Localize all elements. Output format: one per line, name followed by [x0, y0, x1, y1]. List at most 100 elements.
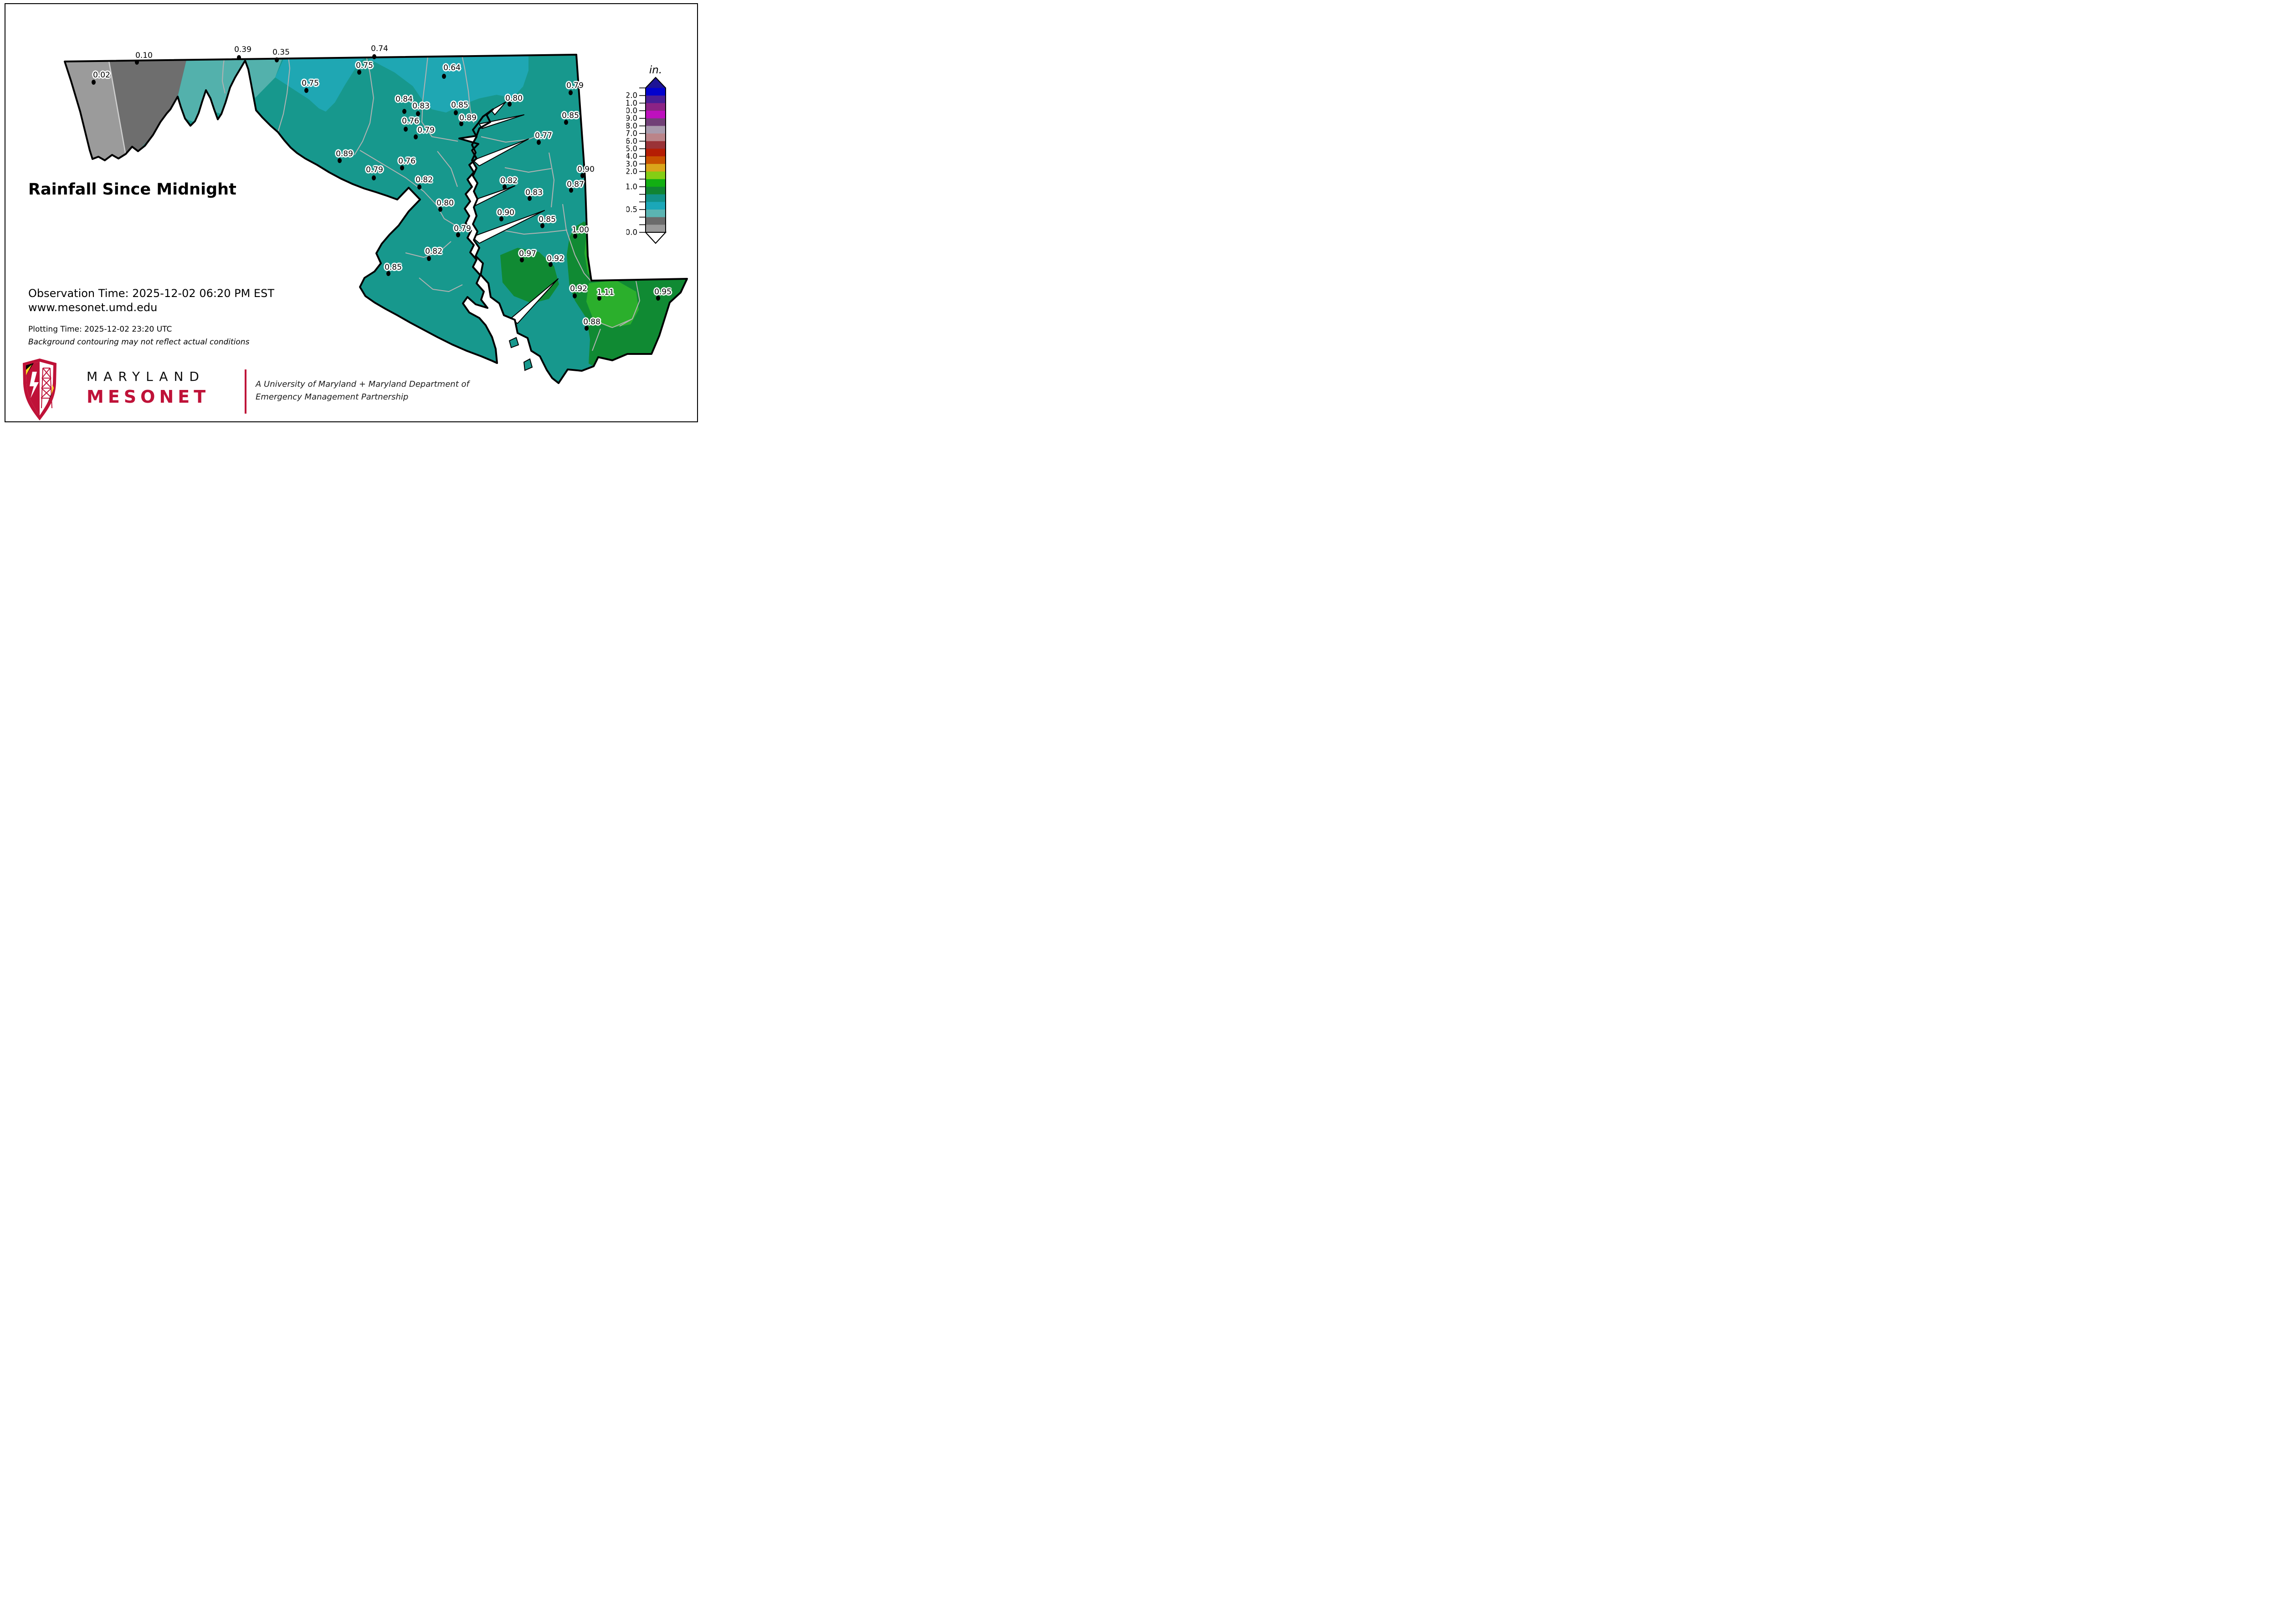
legend-unit-label: in. — [649, 64, 662, 76]
station-value-label: 0.76 — [398, 157, 416, 166]
station-value-label: 1.11 — [597, 288, 614, 297]
station-dot — [414, 134, 418, 139]
legend-tick-label: 1.0 — [626, 182, 637, 191]
partnership-text-line2: Emergency Management Partnership — [256, 392, 408, 402]
station-value-label: 0.90 — [577, 165, 595, 174]
station-value-label: 1.00 — [572, 225, 589, 235]
station-value-label: 0.80 — [436, 199, 454, 208]
legend-color-segment — [646, 88, 666, 96]
station-value-label: 0.35 — [272, 48, 290, 57]
station-dot — [569, 90, 573, 95]
legend-color-segment — [646, 225, 666, 232]
station-value-label: 0.85 — [385, 263, 402, 272]
legend-color-segment — [646, 172, 666, 179]
station-value-label: 0.82 — [500, 176, 518, 185]
disclaimer-text: Background contouring may not reflect ac… — [28, 338, 249, 347]
legend-color-segment — [646, 187, 666, 195]
legend-color-segment — [646, 149, 666, 156]
station-value-label: 0.10 — [135, 51, 153, 60]
station-dot — [338, 158, 342, 163]
station-dot — [357, 70, 361, 75]
maryland-mesonet-shield-logo — [21, 357, 58, 422]
legend-over-pennant — [646, 77, 666, 88]
station-value-label: 0.74 — [371, 44, 388, 53]
station-dot — [92, 80, 96, 85]
station-dot — [564, 120, 568, 125]
station-value-label: 0.97 — [519, 249, 536, 258]
legend-color-segment — [646, 164, 666, 172]
station-value-label: 0.75 — [356, 61, 373, 70]
station-dot — [417, 184, 421, 190]
station-value-label: 0.79 — [566, 81, 584, 90]
station-dot — [416, 111, 420, 116]
station-dot — [454, 110, 458, 115]
legend-color-segment — [646, 118, 666, 126]
station-value-label: 0.87 — [567, 180, 584, 189]
station-value-label: 0.88 — [583, 318, 600, 327]
legend-color-segment — [646, 133, 666, 141]
legend-color-segment — [646, 179, 666, 187]
station-value-label: 0.84 — [395, 95, 413, 104]
observation-time-text: Observation Time: 2025-12-02 06:20 PM ES… — [28, 287, 274, 300]
logo-mesonet-text: MESONET — [87, 387, 210, 407]
station-value-label: 0.82 — [425, 247, 442, 256]
contour-gray-light — [46, 41, 127, 164]
legend-tick-label: 0.5 — [626, 205, 637, 214]
legend-color-segment — [646, 195, 666, 202]
station-value-label: 0.79 — [454, 224, 471, 233]
maryland-map — [0, 0, 702, 425]
station-value-label: 0.83 — [525, 188, 543, 197]
legend-color-segment — [646, 210, 666, 217]
plotting-time-text: Plotting Time: 2025-12-02 23:20 UTC — [28, 325, 172, 334]
station-dot — [537, 140, 541, 145]
legend-color-segment — [646, 141, 666, 149]
legend-color-segment — [646, 217, 666, 225]
partnership-text-line1: A University of Maryland + Maryland Depa… — [256, 379, 469, 389]
station-dot — [372, 175, 376, 180]
legend-tick-label: 0.0 — [626, 228, 637, 237]
station-value-label: 0.92 — [570, 284, 587, 293]
station-value-label: 0.83 — [412, 102, 430, 111]
station-value-label: 0.85 — [451, 101, 468, 110]
legend-color-segment — [646, 103, 666, 111]
station-dot — [573, 293, 577, 298]
station-dot — [135, 60, 139, 65]
legend-tick-label: 2.0 — [626, 167, 637, 176]
station-dot — [237, 55, 241, 60]
station-value-label: 0.75 — [302, 79, 319, 88]
station-dot — [442, 74, 446, 79]
website-text: www.mesonet.umd.edu — [28, 301, 157, 314]
station-dot — [372, 54, 376, 59]
station-value-label: 0.79 — [366, 165, 383, 174]
station-value-label: 0.95 — [654, 287, 672, 297]
station-value-label: 0.85 — [562, 111, 579, 120]
station-value-label: 0.89 — [459, 113, 477, 123]
legend-color-segment — [646, 111, 666, 118]
station-dot — [404, 127, 408, 132]
legend-color-segment — [646, 96, 666, 103]
station-value-label: 0.77 — [535, 131, 552, 140]
legend-color-segment — [646, 156, 666, 164]
station-value-label: 0.64 — [443, 63, 461, 72]
legend-under-pennant — [646, 232, 666, 243]
station-value-label: 0.02 — [93, 71, 110, 80]
logo-maryland-text: MARYLAND — [87, 369, 205, 384]
station-value-label: 0.82 — [416, 175, 433, 184]
station-value-label: 0.92 — [547, 254, 564, 263]
station-value-label: 0.79 — [417, 126, 435, 135]
legend-color-segment — [646, 202, 666, 210]
colorbar-legend: in.12.011.010.09.08.07.06.05.04.03.02.01… — [626, 61, 699, 257]
station-value-label: 0.80 — [505, 94, 523, 103]
page-title: Rainfall Since Midnight — [28, 180, 236, 199]
station-value-label: 0.76 — [402, 117, 419, 126]
station-value-label: 0.89 — [336, 149, 353, 159]
station-dot — [402, 109, 406, 114]
station-dot — [304, 88, 308, 93]
station-dot — [427, 256, 431, 261]
logo-divider — [245, 369, 246, 414]
station-dot — [275, 57, 279, 62]
station-dot — [400, 165, 404, 170]
station-value-label: 0.85 — [539, 215, 556, 224]
station-value-label: 0.39 — [234, 45, 251, 54]
station-value-label: 0.90 — [497, 208, 514, 217]
